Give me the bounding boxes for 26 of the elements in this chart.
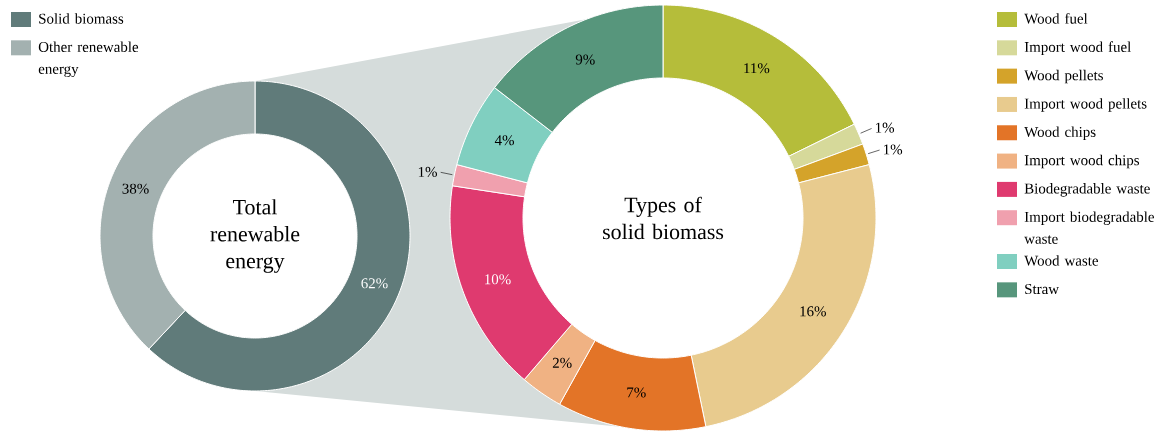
text: Total renewable energy	[210, 199, 300, 273]
data-label: 1%	[418, 166, 437, 177]
legend-label: Import biodegradable waste	[1024, 211, 1154, 244]
legend-label: Straw	[1025, 283, 1059, 295]
data-label: 16%	[800, 306, 826, 317]
data-label: 1%	[884, 144, 903, 155]
legend-label: Import wood fuel	[1024, 41, 1131, 56]
legend-label: Wood chips	[1024, 126, 1096, 140]
data-label: 7%	[627, 387, 646, 398]
legend-label: Import wood pellets	[1024, 98, 1147, 112]
legend-label: Wood pellets	[1024, 69, 1103, 84]
data-label: 10%	[485, 274, 511, 285]
text: Types of solid biomass	[603, 196, 724, 240]
data-label: 11%	[744, 63, 770, 74]
data-label: 4%	[494, 135, 514, 146]
legend-label: Wood fuel	[1024, 13, 1088, 24]
legend-label: Solid biomass	[39, 13, 124, 24]
data-label: 38%	[122, 183, 149, 194]
data-label: 2%	[552, 357, 572, 368]
legend-label: Wood waste	[1024, 255, 1099, 266]
legend-label: Other renewable energy	[38, 41, 139, 77]
legend-label: Import wood chips	[1024, 154, 1140, 169]
data-label: 62%	[361, 278, 388, 289]
data-label: 9%	[575, 54, 595, 65]
legend-label: Biodegradable waste	[1024, 183, 1150, 197]
data-label: 1%	[875, 122, 895, 133]
